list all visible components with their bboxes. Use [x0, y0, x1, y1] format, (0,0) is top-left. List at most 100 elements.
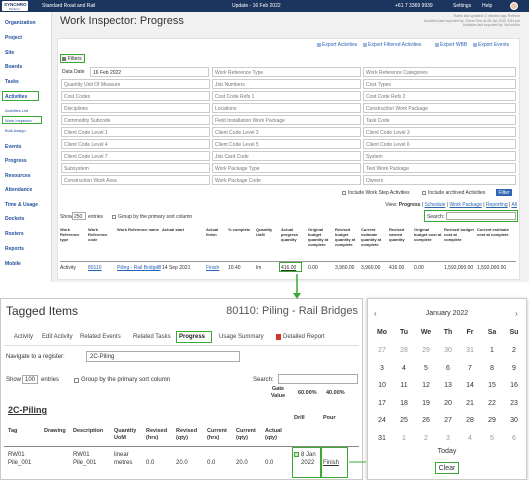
table-cell[interactable]: Finish [323, 460, 340, 466]
nav-item[interactable]: Activities [5, 94, 28, 100]
filter-field[interactable]: Client Code Level 4 [61, 139, 210, 149]
calendar-day[interactable]: 18 [400, 399, 408, 407]
calendar-day[interactable]: 31 [466, 347, 474, 354]
nav-item[interactable]: Boards [5, 64, 23, 70]
filter-field[interactable]: Client Code Level 7 [61, 151, 210, 161]
tab[interactable]: Progress [179, 334, 206, 340]
calendar-day[interactable]: 24 [378, 417, 386, 424]
export-link[interactable]: Export Filtered Activities [368, 42, 422, 48]
nav-item[interactable]: Attendance [5, 187, 33, 193]
filters-button[interactable] [60, 54, 85, 63]
filter-field[interactable]: Disciplines [61, 103, 210, 113]
filter-field[interactable]: Job Card Code [212, 151, 361, 161]
filter-field[interactable]: Subsystem [61, 163, 210, 173]
calendar-day[interactable]: 12 [422, 382, 430, 389]
table-cell[interactable]: Finish [206, 265, 220, 271]
filter-field[interactable]: Owners [363, 175, 516, 185]
filter-field[interactable]: Client Code Level 1 [61, 127, 210, 137]
table-cell[interactable]: 8 Jan 2022 [301, 452, 316, 466]
calendar-day[interactable]: 20 [444, 399, 452, 407]
export-link[interactable]: Export Events [478, 42, 510, 48]
nav-subitem[interactable]: Work Inspector [5, 118, 32, 123]
calendar-day[interactable]: 2 [424, 434, 428, 442]
nav-item[interactable]: Tasks [5, 79, 19, 85]
help[interactable]: Help [482, 3, 493, 9]
entries-select[interactable]: 100 [22, 375, 38, 384]
view-link[interactable]: Work Package [449, 202, 482, 208]
calendar-day[interactable]: 5 [490, 434, 494, 442]
calendar-day[interactable]: 22 [488, 399, 496, 407]
register-select[interactable]: 2C-Piling [86, 351, 240, 362]
view-link[interactable]: All [511, 202, 517, 208]
filter-field[interactable]: Construction Work Package [363, 103, 516, 113]
calendar-day[interactable]: 6 [512, 434, 516, 442]
calendar-day[interactable]: 25 [400, 417, 408, 424]
filter-field[interactable]: Field Installation Work Package [212, 115, 361, 125]
filter-field[interactable]: Cost Code Refs 1 [212, 91, 361, 101]
tab[interactable]: Usage Summary [219, 334, 264, 340]
today-button[interactable]: Today [437, 448, 457, 455]
checkbox[interactable] [422, 190, 426, 195]
filter-field[interactable]: Task Code [363, 115, 516, 125]
next-arrow[interactable]: › [515, 309, 518, 318]
nav-item[interactable]: Project [5, 35, 22, 41]
calendar-day[interactable]: 23 [510, 399, 518, 407]
filter-field[interactable]: Work Reference Categories [363, 67, 516, 77]
filter-field[interactable]: Client Code Level 6 [363, 139, 516, 149]
calendar-day[interactable]: 5 [424, 364, 428, 372]
calendar-day[interactable]: 27 [378, 347, 386, 354]
filter-field[interactable]: 16 Feb 2022 [90, 67, 209, 77]
table-cell[interactable]: Piling - Rail Bridges [117, 265, 161, 271]
calendar-day[interactable]: 31 [378, 434, 386, 442]
calendar-day[interactable]: 2 [512, 347, 516, 354]
calendar-day[interactable]: 1 [490, 347, 494, 354]
calendar-day[interactable]: 29 [422, 347, 430, 354]
view-link[interactable]: Reporting [485, 202, 508, 208]
calendar-day[interactable]: 28 [466, 417, 474, 424]
calendar-day[interactable]: 27 [444, 417, 452, 424]
nav-item[interactable]: Mobile [5, 261, 21, 267]
calendar-day[interactable]: 16 [510, 382, 518, 389]
filter-field[interactable]: Work Package Type [212, 163, 361, 173]
filter-field[interactable]: System [363, 151, 516, 161]
calendar-day[interactable]: 15 [488, 382, 496, 389]
table-cell[interactable]: 80110 [88, 265, 102, 271]
nav-item[interactable]: Progress [5, 158, 27, 164]
calendar-day[interactable]: 19 [422, 399, 430, 407]
calendar-day[interactable]: 26 [422, 417, 430, 424]
settings[interactable]: Settings [453, 3, 472, 9]
tab[interactable]: Related Tasks [133, 334, 171, 340]
filter-field[interactable]: Client Code Level 2 [212, 127, 361, 137]
calendar-day[interactable]: 14 [466, 382, 474, 389]
nav-subitem[interactable]: Bulk Assign [5, 128, 26, 133]
calendar-day[interactable]: 9 [512, 364, 516, 372]
filter-field[interactable]: Commodity Subcode [61, 115, 210, 125]
checkbox[interactable] [74, 377, 79, 383]
project-select[interactable]: Standard Road and Rail [42, 3, 96, 9]
nav-subitem[interactable]: Activities List [5, 108, 29, 113]
nav-item[interactable]: Organization [5, 20, 36, 26]
filter-field[interactable]: Construction Work Area [61, 175, 210, 185]
filter-field[interactable]: Job Numbers [212, 79, 361, 89]
nav-item[interactable]: Events [5, 144, 22, 150]
calendar-day[interactable]: 11 [400, 382, 408, 389]
tab[interactable]: Activity [14, 334, 34, 340]
tab[interactable]: Related Events [80, 334, 121, 340]
filter-button[interactable]: Filter [496, 188, 512, 196]
calendar-day[interactable]: 13 [444, 382, 452, 389]
avatar[interactable] [510, 2, 518, 10]
calendar-day[interactable]: 7 [468, 364, 472, 372]
filter-field[interactable]: Cost Code Refs 2 [363, 91, 516, 101]
search-input[interactable] [278, 374, 358, 384]
filter-field[interactable]: Work Package Code [212, 175, 361, 185]
export-link[interactable]: Export Activities [322, 42, 358, 48]
view-link[interactable]: Schedule [424, 202, 446, 208]
calendar-day[interactable]: 10 [378, 382, 386, 389]
filters-label[interactable]: Filters [68, 56, 82, 62]
calendar-day[interactable]: 3 [380, 364, 384, 372]
calendar-day[interactable]: 21 [466, 399, 474, 407]
filter-field[interactable]: Work Reference Type [212, 67, 361, 77]
filter-field[interactable]: Cost Types [363, 79, 516, 89]
filter-field[interactable]: Locations [212, 103, 361, 113]
export-link[interactable]: Export WBB [440, 42, 468, 48]
